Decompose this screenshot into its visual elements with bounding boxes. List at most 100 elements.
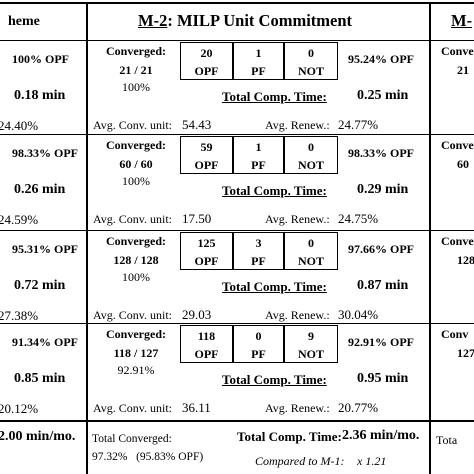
table-row: 100% OPF 0.18 min 24.40% Converged: 21 / 21 1… [0, 41, 474, 135]
right-converged-label: Conve [441, 138, 474, 152]
right-converged-value: 21 [457, 63, 469, 77]
avg-conv-unit-label: Avg. Conv. unit: [93, 212, 173, 226]
comp-time-label: Total Comp. Time: [222, 89, 327, 104]
right-converged-value: 60 [457, 157, 469, 171]
result-box-label: OPF [194, 158, 219, 172]
converged-label: Converged: [106, 327, 166, 341]
right-converged-value: 128 [457, 253, 474, 267]
result-box-count: 20 [200, 46, 213, 60]
footer-total-converged-value: 97.32% (95.83% OPF) [92, 451, 204, 464]
result-box-label: OPF [194, 64, 219, 78]
result-box-label: OPF [194, 254, 219, 268]
footer-total-converged-opf: (95.83% OPF) [136, 451, 204, 463]
center-title-rest: : MILP Unit Commitment [167, 11, 353, 30]
result-box-count: 3 [255, 236, 262, 250]
comp-time-label: Total Comp. Time: [222, 372, 327, 387]
right-column-title: M- [451, 11, 473, 30]
left-comp-time: 0.72 min [14, 278, 66, 293]
avg-renew-value: 20.77% [338, 400, 379, 415]
result-box-count: 0 [255, 329, 262, 343]
avg-conv-unit-label: Avg. Conv. unit: [93, 118, 173, 132]
avg-renew-value: 30.04% [338, 307, 379, 322]
left-opf-pct: 100% OPF [12, 52, 69, 66]
row-divider-1 [0, 134, 474, 135]
converged-label: Converged: [106, 234, 166, 248]
avg-conv-unit-value: 29.03 [182, 307, 212, 322]
converged-pct: 92.91% [117, 363, 155, 377]
row-divider-2 [0, 230, 474, 231]
right-converged-label: Conve [441, 44, 474, 58]
left-comp-time: 0.85 min [14, 371, 66, 386]
result-box-count: 59 [200, 140, 213, 154]
right-converged-value: 127 [457, 346, 474, 360]
comp-time-label: Total Comp. Time: [222, 279, 327, 294]
comp-time-value: 0.95 min [357, 371, 409, 386]
result-box-label: OPF [194, 347, 219, 361]
opf-pct: 92.91% OPF [348, 335, 414, 349]
result-box: 0 NOT [284, 42, 338, 80]
converged-value: 60 / 60 [119, 157, 153, 171]
left-opf-pct: 98.33% OPF [12, 146, 78, 160]
converged-label: Converged: [106, 44, 166, 58]
converged-pct: 100% [122, 80, 150, 94]
column-divider-left [86, 2, 88, 474]
result-box-label: PF [251, 347, 266, 361]
result-box-count: 118 [197, 329, 216, 343]
result-box: 3 PF [233, 232, 284, 270]
result-box-count: 0 [308, 140, 314, 154]
converged-value: 128 / 128 [113, 253, 159, 267]
comp-time-value: 0.25 min [357, 88, 409, 103]
header-divider [0, 40, 474, 41]
table-row: 95.31% OPF 0.72 min 27.38% Converged: 128 / … [0, 231, 474, 325]
converged-pct: 100% [122, 270, 150, 284]
avg-conv-unit-label: Avg. Conv. unit: [93, 308, 173, 322]
result-box: 59 OPF [180, 136, 233, 174]
footer-compared-value: x 1.21 [357, 454, 387, 468]
table-row: 91.34% OPF 0.85 min 20.12% Converged: 118 / … [0, 324, 474, 418]
left-avg-renew: 24.59% [0, 212, 39, 227]
result-box-label: NOT [297, 158, 324, 172]
result-box: 118 OPF [180, 325, 233, 363]
result-box: 1 PF [233, 136, 284, 174]
left-avg-renew: 24.40% [0, 118, 39, 133]
right-converged-label: Conv [441, 327, 469, 341]
avg-conv-unit-value: 36.11 [182, 400, 211, 415]
result-box-count: 1 [255, 140, 262, 154]
avg-conv-unit-label: Avg. Conv. unit: [93, 401, 173, 415]
avg-renew-label: Avg. Renew.: [265, 212, 330, 226]
opf-pct: 98.33% OPF [348, 146, 414, 160]
left-avg-renew: 27.38% [0, 308, 39, 323]
comp-time-value: 0.87 min [357, 278, 409, 293]
avg-renew-label: Avg. Renew.: [265, 308, 330, 322]
converged-pct: 100% [122, 174, 150, 188]
result-box: 0 PF [233, 325, 284, 363]
result-box-count: 9 [308, 329, 314, 343]
result-box-label: PF [251, 158, 266, 172]
converged-value: 21 / 21 [119, 63, 153, 77]
left-comp-time: 0.26 min [14, 182, 66, 197]
avg-renew-label: Avg. Renew.: [265, 118, 330, 132]
footer-compared-label: Compared to M-1: [255, 454, 345, 468]
result-box: 9 NOT [284, 325, 338, 363]
center-title-prefix: M-2 [138, 11, 168, 30]
left-opf-pct: 95.31% OPF [12, 242, 78, 256]
result-box-count: 0 [308, 236, 314, 250]
result-box-label: PF [251, 254, 266, 268]
result-box: 0 NOT [284, 232, 338, 270]
table-top-border [0, 2, 474, 4]
right-converged-label: Conve [441, 234, 474, 248]
result-box-count: 1 [255, 46, 262, 60]
left-column-title: heme [8, 14, 40, 29]
result-box-label: NOT [297, 347, 324, 361]
avg-renew-value: 24.77% [338, 117, 379, 132]
comp-time-label: Total Comp. Time: [222, 183, 327, 198]
comp-time-value: 0.29 min [357, 182, 409, 197]
result-box-label: NOT [297, 254, 324, 268]
footer-comp-time-label: Total Comp. Time: [237, 429, 342, 444]
left-opf-pct: 91.34% OPF [12, 335, 78, 349]
left-comp-time: 0.18 min [14, 88, 66, 103]
result-box: 125 OPF [180, 232, 233, 270]
result-box-count: 0 [308, 46, 314, 60]
opf-pct: 97.66% OPF [348, 242, 414, 256]
